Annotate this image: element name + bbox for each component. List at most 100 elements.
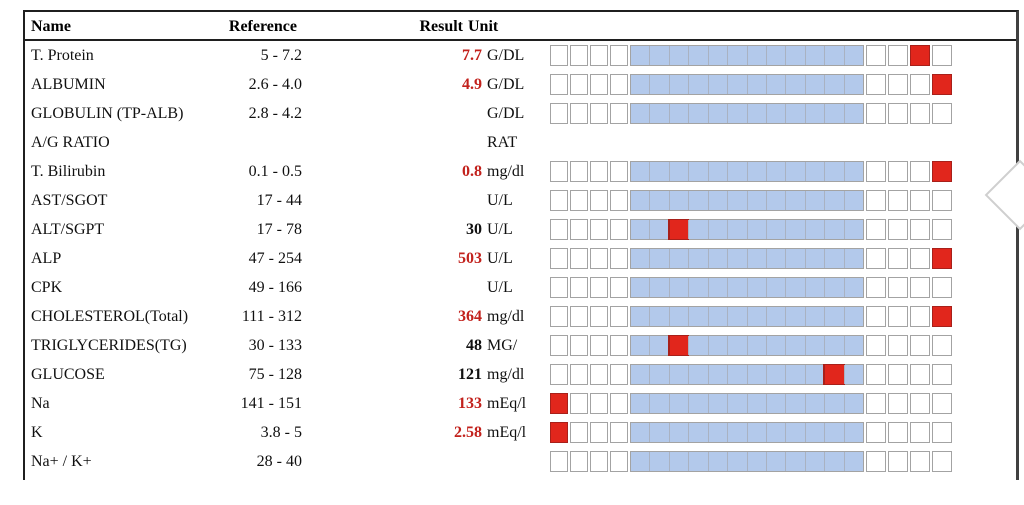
row-unit: G/DL: [487, 47, 525, 64]
table-row[interactable]: ALT/SGPT 17 - 78 30 U/L: [25, 215, 1016, 244]
row-reference: 0.1 - 0.5: [248, 163, 302, 180]
row-result: 30: [466, 221, 482, 238]
range-cell-normal: [668, 162, 689, 181]
range-cell-normal: [631, 452, 650, 471]
range-bar: [550, 364, 954, 385]
range-cell-normal: [804, 104, 825, 123]
range-cell-high: [866, 335, 886, 356]
range-cell-normal: [765, 104, 786, 123]
range-cell-normal: [785, 220, 805, 239]
range-bar: [550, 74, 954, 95]
row-name: Na+ / K+: [31, 453, 92, 470]
range-cell-normal: [707, 75, 728, 94]
range-cell-normal: [649, 75, 669, 94]
range-cell-high: [888, 161, 908, 182]
range-cell-normal: [631, 46, 650, 65]
table-row[interactable]: GLUCOSE 75 - 128 121 mg/dl: [25, 360, 1016, 389]
range-cell-low: [610, 306, 628, 327]
range-bar: [550, 248, 954, 269]
range-cell-normal: [668, 104, 689, 123]
normal-range-band: [630, 451, 864, 472]
range-cell-high: [888, 364, 908, 385]
range-cell-high: [910, 306, 930, 327]
range-cell-low: [550, 103, 568, 124]
range-cell-normal: [785, 394, 805, 413]
normal-range-band: [630, 364, 864, 385]
range-cell-normal: [804, 365, 825, 384]
table-row[interactable]: AST/SGOT 17 - 44 U/L: [25, 186, 1016, 215]
range-cell-low: [550, 219, 568, 240]
normal-range-band: [630, 248, 864, 269]
range-cell-normal: [707, 191, 728, 210]
range-cell-normal: [804, 191, 825, 210]
range-cell-normal: [668, 365, 689, 384]
column-header-result: Result: [419, 18, 463, 35]
table-row[interactable]: T. Protein 5 - 7.2 7.7 G/DL: [25, 41, 1016, 70]
table-row[interactable]: Na+ / K+ 28 - 40: [25, 447, 1016, 476]
table-row[interactable]: ALBUMIN 2.6 - 4.0 4.9 G/DL: [25, 70, 1016, 99]
range-cell-normal: [688, 307, 708, 326]
range-cell-high: [910, 364, 930, 385]
table-row[interactable]: CHOLESTEROL(Total) 111 - 312 364 mg/dl: [25, 302, 1016, 331]
range-cell-normal: [843, 162, 864, 181]
range-cell-normal: [688, 162, 708, 181]
row-name: T. Bilirubin: [31, 163, 106, 180]
range-cell-normal: [668, 307, 689, 326]
range-cell-normal: [727, 220, 747, 239]
range-bar: [550, 335, 954, 356]
range-cell-low: [610, 393, 628, 414]
range-cell-normal: [668, 423, 689, 442]
range-cell-normal: [688, 46, 708, 65]
table-row[interactable]: A/G RATIO RAT: [25, 128, 1016, 157]
row-unit: U/L: [487, 192, 513, 209]
result-marker-icon: [550, 393, 568, 414]
range-cell-low: [590, 393, 608, 414]
normal-range-band: [630, 103, 864, 124]
range-cell-low: [550, 45, 568, 66]
table-row[interactable]: Na 141 - 151 133 mEq/l: [25, 389, 1016, 418]
row-reference: 17 - 44: [256, 192, 302, 209]
range-cell-normal: [649, 249, 669, 268]
range-cell-normal: [824, 452, 844, 471]
row-result: 7.7: [462, 47, 482, 64]
range-cell-normal: [824, 191, 844, 210]
range-cell-normal: [785, 365, 805, 384]
range-cell-high: [910, 335, 930, 356]
range-cell-high: [910, 248, 930, 269]
row-reference: 111 - 312: [241, 308, 302, 325]
range-cell-low: [590, 422, 608, 443]
normal-range-band: [630, 74, 864, 95]
range-cell-high: [866, 306, 886, 327]
table-row[interactable]: TRIGLYCERIDES(TG) 30 - 133 48 MG/: [25, 331, 1016, 360]
range-cell-normal: [707, 104, 728, 123]
row-name: ALT/SGPT: [31, 221, 105, 238]
range-cell-normal: [843, 452, 864, 471]
range-cell-normal: [824, 46, 844, 65]
range-cell-normal: [824, 307, 844, 326]
range-cell-low: [570, 364, 588, 385]
range-cell-low: [590, 190, 608, 211]
range-cell-normal: [668, 75, 689, 94]
range-cell-normal: [707, 365, 728, 384]
results-table: Name Reference Result Unit T. Protein 5 -…: [23, 10, 1019, 480]
range-cell-normal: [785, 46, 805, 65]
range-cell-high: [866, 161, 886, 182]
range-cell-low: [610, 161, 628, 182]
result-marker-icon: [932, 161, 952, 182]
range-cell-normal: [804, 162, 825, 181]
table-row[interactable]: GLOBULIN (TP-ALB) 2.8 - 4.2 G/DL: [25, 99, 1016, 128]
range-cell-high: [932, 103, 952, 124]
table-row[interactable]: K 3.8 - 5 2.58 mEq/l: [25, 418, 1016, 447]
table-row[interactable]: ALP 47 - 254 503 U/L: [25, 244, 1016, 273]
table-row[interactable]: CPK 49 - 166 U/L: [25, 273, 1016, 302]
range-cell-normal: [804, 249, 825, 268]
row-name: CPK: [31, 279, 63, 296]
column-header-unit: Unit: [468, 18, 499, 35]
range-cell-low: [590, 248, 608, 269]
range-cell-low: [590, 103, 608, 124]
range-cell-low: [590, 277, 608, 298]
range-cell-normal: [843, 191, 864, 210]
range-cell-high: [866, 103, 886, 124]
table-row[interactable]: T. Bilirubin 0.1 - 0.5 0.8 mg/dl: [25, 157, 1016, 186]
range-cell-normal: [631, 307, 650, 326]
